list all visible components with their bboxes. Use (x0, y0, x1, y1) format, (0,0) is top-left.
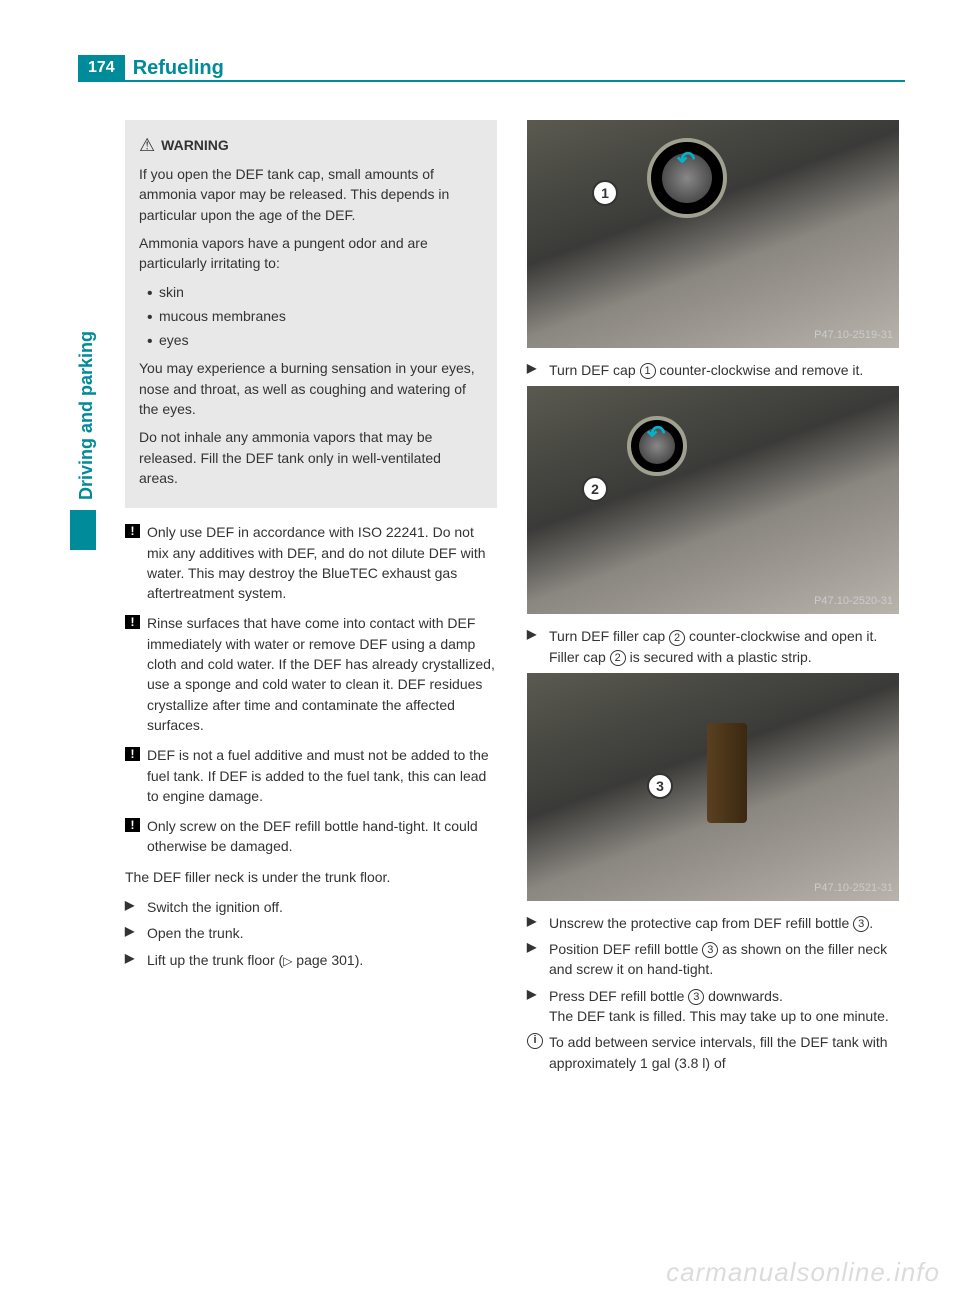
ref-circle: 3 (688, 989, 704, 1005)
figure-ref: P47.10-2519-31 (814, 328, 893, 344)
info-icon: i (527, 1032, 545, 1073)
step-part: Press DEF refill bottle (549, 988, 688, 1004)
step-item: ▶ Switch the ignition off. (125, 897, 497, 917)
step-arrow-icon: ▶ (527, 986, 545, 1027)
warning-box: ⚠ WARNING If you open the DEF tank cap, … (125, 120, 497, 508)
step-item: ▶ Turn DEF filler cap 2 counter-clockwis… (527, 626, 899, 667)
sidebar-tab: Driving and parking (70, 240, 100, 540)
warning-header: ⚠ WARNING (139, 132, 483, 158)
step-arrow-icon: ▶ (527, 939, 545, 980)
header-rule (78, 80, 905, 82)
ref-circle: 1 (640, 363, 656, 379)
page-number: 174 (78, 55, 125, 81)
step-part: Lift up the trunk floor ( (147, 952, 283, 968)
figure-ref: P47.10-2521-31 (814, 881, 893, 897)
caution-icon: ! (125, 522, 143, 603)
step-arrow-icon: ▶ (527, 360, 545, 380)
warning-p1: If you open the DEF tank cap, small amou… (139, 164, 483, 225)
caution-icon: ! (125, 816, 143, 857)
step-part: page 301). (292, 952, 363, 968)
rotation-arrow-icon: ↶ (677, 144, 695, 176)
ref-circle: 3 (702, 942, 718, 958)
step-text: Press DEF refill bottle 3 downwards. The… (545, 986, 899, 1027)
ref-circle: 2 (669, 630, 685, 646)
right-column: ↶ 1 P47.10-2519-31 ▶ Turn DEF cap 1 coun… (527, 120, 899, 1079)
step-part: downwards. (704, 988, 783, 1004)
step-text: Unscrew the protective cap from DEF refi… (545, 913, 899, 933)
warning-list: skin mucous membranes eyes (147, 282, 483, 351)
step-text: Switch the ignition off. (143, 897, 497, 917)
step-text: Lift up the trunk floor (▷ page 301). (143, 950, 497, 970)
sidebar-block (70, 510, 96, 550)
warning-item: eyes (147, 330, 483, 350)
callout-2: 2 (582, 476, 608, 502)
callout-3: 3 (647, 773, 673, 799)
content-area: ⚠ WARNING If you open the DEF tank cap, … (125, 120, 900, 1079)
warning-p3: You may experience a burning sensation i… (139, 358, 483, 419)
step-part: Filler cap (549, 649, 610, 665)
step-text: Open the trunk. (143, 923, 497, 943)
step-item: ▶ Unscrew the protective cap from DEF re… (527, 913, 899, 933)
step-part: Position DEF refill bottle (549, 941, 702, 957)
figure-ref: P47.10-2520-31 (814, 594, 893, 610)
step-item: ▶ Press DEF refill bottle 3 downwards. T… (527, 986, 899, 1027)
caution-icon: ! (125, 745, 143, 806)
rotation-arrow-icon: ↶ (647, 418, 665, 450)
step-part: . (869, 915, 873, 931)
step-item: ▶ Position DEF refill bottle 3 as shown … (527, 939, 899, 980)
ref-circle: 3 (853, 916, 869, 932)
figure-2: ↶ 2 P47.10-2520-31 (527, 386, 899, 614)
step-arrow-icon: ▶ (527, 626, 545, 667)
warning-item: skin (147, 282, 483, 302)
step-item: ▶ Lift up the trunk floor (▷ page 301). (125, 950, 497, 970)
step-part: Unscrew the protective cap from DEF refi… (549, 915, 853, 931)
caution-note: ! DEF is not a fuel additive and must no… (125, 745, 497, 806)
note-text: Only screw on the DEF refill bottle hand… (143, 816, 497, 857)
warning-label: WARNING (161, 135, 229, 155)
step-arrow-icon: ▶ (125, 897, 143, 917)
step-part: counter-clockwise and remove it. (656, 362, 864, 378)
caution-note: ! Only use DEF in accordance with ISO 22… (125, 522, 497, 603)
page-title: Refueling (133, 57, 224, 80)
caution-note: ! Rinse surfaces that have come into con… (125, 613, 497, 735)
step-part: counter-clockwise and open it. (685, 628, 877, 644)
step-text: Position DEF refill bottle 3 as shown on… (545, 939, 899, 980)
figure-1: ↶ 1 P47.10-2519-31 (527, 120, 899, 348)
page-header: 174 Refueling (78, 55, 960, 81)
step-item: ▶ Turn DEF cap 1 counter-clockwise and r… (527, 360, 899, 380)
note-text: DEF is not a fuel additive and must not … (143, 745, 497, 806)
note-text: Only use DEF in accordance with ISO 2224… (143, 522, 497, 603)
step-part: is secured with a plastic strip. (626, 649, 812, 665)
body-paragraph: The DEF filler neck is under the trunk f… (125, 867, 497, 887)
caution-icon: ! (125, 613, 143, 735)
warning-triangle-icon: ⚠ (139, 132, 155, 158)
warning-item: mucous membranes (147, 306, 483, 326)
ref-circle: 2 (610, 650, 626, 666)
note-text: Rinse surfaces that have come into conta… (143, 613, 497, 735)
figure-3: 3 P47.10-2521-31 (527, 673, 899, 901)
step-item: ▶ Open the trunk. (125, 923, 497, 943)
caution-note: ! Only screw on the DEF refill bottle ha… (125, 816, 497, 857)
step-part: Turn DEF filler cap (549, 628, 669, 644)
watermark: carmanualsonline.info (666, 1257, 940, 1288)
step-text: Turn DEF cap 1 counter-clockwise and rem… (545, 360, 899, 380)
step-arrow-icon: ▶ (125, 923, 143, 943)
step-arrow-icon: ▶ (125, 950, 143, 970)
sidebar-label: Driving and parking (76, 331, 97, 500)
info-text: To add between service intervals, fill t… (545, 1032, 899, 1073)
info-item: i To add between service intervals, fill… (527, 1032, 899, 1073)
step-arrow-icon: ▶ (527, 913, 545, 933)
step-text: Turn DEF filler cap 2 counter-clockwise … (545, 626, 899, 667)
figure-bottle (707, 723, 747, 823)
step-part: The DEF tank is filled. This may take up… (549, 1008, 889, 1024)
left-column: ⚠ WARNING If you open the DEF tank cap, … (125, 120, 497, 1079)
warning-p4: Do not inhale any ammonia vapors that ma… (139, 427, 483, 488)
warning-p2: Ammonia vapors have a pungent odor and a… (139, 233, 483, 274)
step-part: Turn DEF cap (549, 362, 640, 378)
callout-1: 1 (592, 180, 618, 206)
